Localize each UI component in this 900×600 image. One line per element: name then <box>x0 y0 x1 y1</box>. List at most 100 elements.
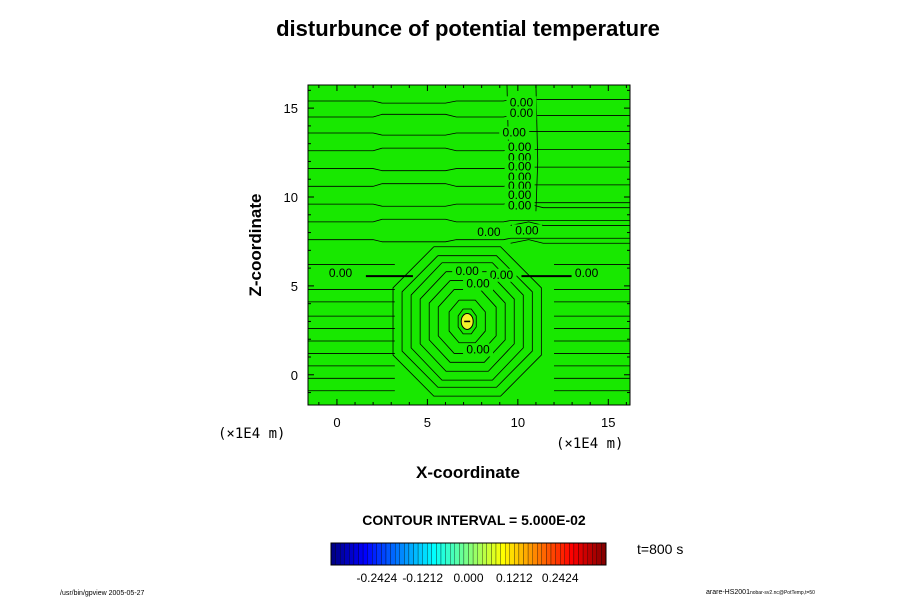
colorbar-cell <box>592 542 597 566</box>
colorbar-cell <box>573 542 579 566</box>
colorbar: -0.2424 -0.1212 0.000 0.1212 0.2424 <box>330 542 607 585</box>
contour-label: 0.00 <box>515 223 539 237</box>
colorbar-cell <box>527 542 533 566</box>
colorbar-cell <box>477 542 483 566</box>
contour-label: 0.00 <box>490 268 514 282</box>
colorbar-cell <box>349 542 355 566</box>
colorbar-cell <box>491 542 497 566</box>
colorbar-cell <box>463 542 469 566</box>
contour-line <box>457 308 477 335</box>
contour-label-bg <box>473 226 504 240</box>
colorbar-tick-label: 0.000 <box>453 571 483 585</box>
colorbar-cell <box>385 542 391 566</box>
colorbar-cell <box>362 542 368 566</box>
contour-label-bg <box>452 265 483 279</box>
colorbar-cell <box>440 542 446 566</box>
colorbar-cell <box>417 542 423 566</box>
colorbar-cell <box>541 542 547 566</box>
colorbar-cell <box>381 542 387 566</box>
contour-label: 0.00 <box>503 126 527 140</box>
contour-label-bg <box>504 160 535 174</box>
contour-label: 0.00 <box>508 198 532 212</box>
footer-command: /usr/bin/gpview 2005-05-27 <box>60 590 145 597</box>
colorbar-cell <box>486 542 492 566</box>
time-label: t=800 s <box>637 541 684 557</box>
colorbar-cell <box>445 542 451 566</box>
colorbar-tick-label: 0.2424 <box>542 571 579 585</box>
colorbar-cell <box>390 542 396 566</box>
contour-line <box>448 299 486 344</box>
contour-label: 0.00 <box>508 159 532 173</box>
colorbar-cell <box>482 542 487 566</box>
y-axis-title: Z-coordinate <box>246 194 265 297</box>
colorbar-cell <box>578 542 584 566</box>
contour-label: 0.00 <box>510 106 534 120</box>
contour-line <box>510 221 630 226</box>
contour-label-group: 0.000.000.000.000.000.000.000.000.000.00… <box>325 95 602 357</box>
contour-line <box>308 218 630 223</box>
contour-label: 0.00 <box>575 266 599 280</box>
contour-line <box>535 84 539 212</box>
colorbar-cell <box>537 542 542 566</box>
colorbar-cell <box>454 542 460 566</box>
x-tick-label: 0 <box>333 415 340 430</box>
y-tick-label: 0 <box>291 368 298 383</box>
colorbar-cell <box>601 542 607 566</box>
contour-line <box>392 246 542 397</box>
colorbar-cell <box>509 542 515 566</box>
colorbar-tick-label: -0.2424 <box>356 571 397 585</box>
colorbar-cell <box>472 542 478 566</box>
contour-label: 0.00 <box>510 95 534 109</box>
colorbar-tick-label: -0.1212 <box>402 571 443 585</box>
y-tick-label: 10 <box>284 190 298 205</box>
contour-label-bg <box>325 267 356 280</box>
colorbar-cell <box>587 542 593 566</box>
contour-label: 0.00 <box>466 342 490 356</box>
colorbar-cell <box>569 542 575 566</box>
colorbar-cell <box>546 542 552 566</box>
y-tick-label: 15 <box>284 101 298 116</box>
colorbar-cell <box>550 542 556 566</box>
contour-label-bg <box>504 140 535 154</box>
contour-label-bg <box>571 267 602 280</box>
contour-line <box>510 239 630 244</box>
min-cell-marker <box>460 312 474 330</box>
contour-label: 0.00 <box>456 264 480 278</box>
contour-line <box>401 255 533 388</box>
x-tick-label: 15 <box>601 415 615 430</box>
colorbar-cell <box>340 542 345 566</box>
colorbar-cell <box>564 542 570 566</box>
colorbar-cell <box>495 542 501 566</box>
colorbar-cell <box>367 542 373 566</box>
y-tick-label: 5 <box>291 279 298 294</box>
contour-interval-label: CONTOUR INTERVAL = 5.000E-02 <box>362 512 586 528</box>
colorbar-cell <box>523 542 529 566</box>
colorbar-cell <box>372 542 377 566</box>
colorbar-cell <box>399 542 405 566</box>
colorbar-cell <box>596 542 602 566</box>
colorbar-cell <box>468 542 474 566</box>
contour-label-bg <box>504 199 535 213</box>
colorbar-frame <box>330 542 607 566</box>
colorbar-cell <box>431 542 437 566</box>
contour-line <box>308 237 630 243</box>
x-axis-title: X-coordinate <box>416 463 520 482</box>
colorbar-cell <box>413 542 419 566</box>
colorbar-cell <box>450 542 455 566</box>
colorbar-cell <box>395 542 400 566</box>
colorbar-cell <box>344 542 350 566</box>
colorbar-cell <box>358 542 364 566</box>
colorbar-cell <box>505 542 510 566</box>
x-tick-label: 10 <box>511 415 525 430</box>
colorbar-cell <box>514 542 520 566</box>
colorbar-cell <box>330 542 336 566</box>
chart-title: disturbunce of potential temperature <box>276 16 660 41</box>
x-tick-label: 5 <box>424 415 431 430</box>
colorbar-cell <box>582 542 588 566</box>
contour-label-bg <box>506 107 537 120</box>
colorbar-cell <box>500 542 506 566</box>
contour-label-bg <box>511 224 542 238</box>
colorbar-cell <box>459 542 465 566</box>
contour-label-bg <box>506 96 537 110</box>
